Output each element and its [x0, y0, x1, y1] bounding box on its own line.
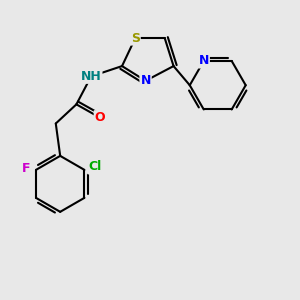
Text: F: F: [22, 162, 31, 175]
Text: O: O: [94, 111, 105, 124]
Text: S: S: [131, 32, 140, 45]
Text: NH: NH: [81, 70, 101, 83]
Text: N: N: [199, 55, 209, 68]
Text: Cl: Cl: [88, 160, 101, 173]
Text: N: N: [140, 74, 151, 87]
